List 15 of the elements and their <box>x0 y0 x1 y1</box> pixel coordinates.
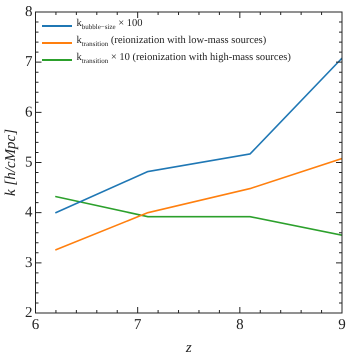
legend-label: k$_{transition}$ (reionization with low-mass sources) <box>76 34 266 50</box>
x-tick-label: 7 <box>134 316 142 333</box>
y-tick-label: 3 <box>25 254 32 271</box>
x-tick-label: 9 <box>338 316 346 333</box>
y-tick-label: 4 <box>25 204 33 221</box>
y-tick-label: 5 <box>25 154 32 170</box>
legend-label: k$_{transition}$ × 10 (reionization with high-mass sources) <box>76 51 291 68</box>
y-tick-label: 2 <box>25 304 32 321</box>
y-tick-label: 6 <box>25 104 33 120</box>
x-axis-title: z <box>184 340 192 356</box>
legend-label: k$_{bubble−size}$ × 100 <box>76 17 143 34</box>
y-tick-label: 7 <box>25 54 33 70</box>
y-axis-title: k [h/cMpc] <box>2 128 19 196</box>
x-tick-label: 8 <box>236 316 244 333</box>
y-tick-label: 8 <box>25 4 32 20</box>
